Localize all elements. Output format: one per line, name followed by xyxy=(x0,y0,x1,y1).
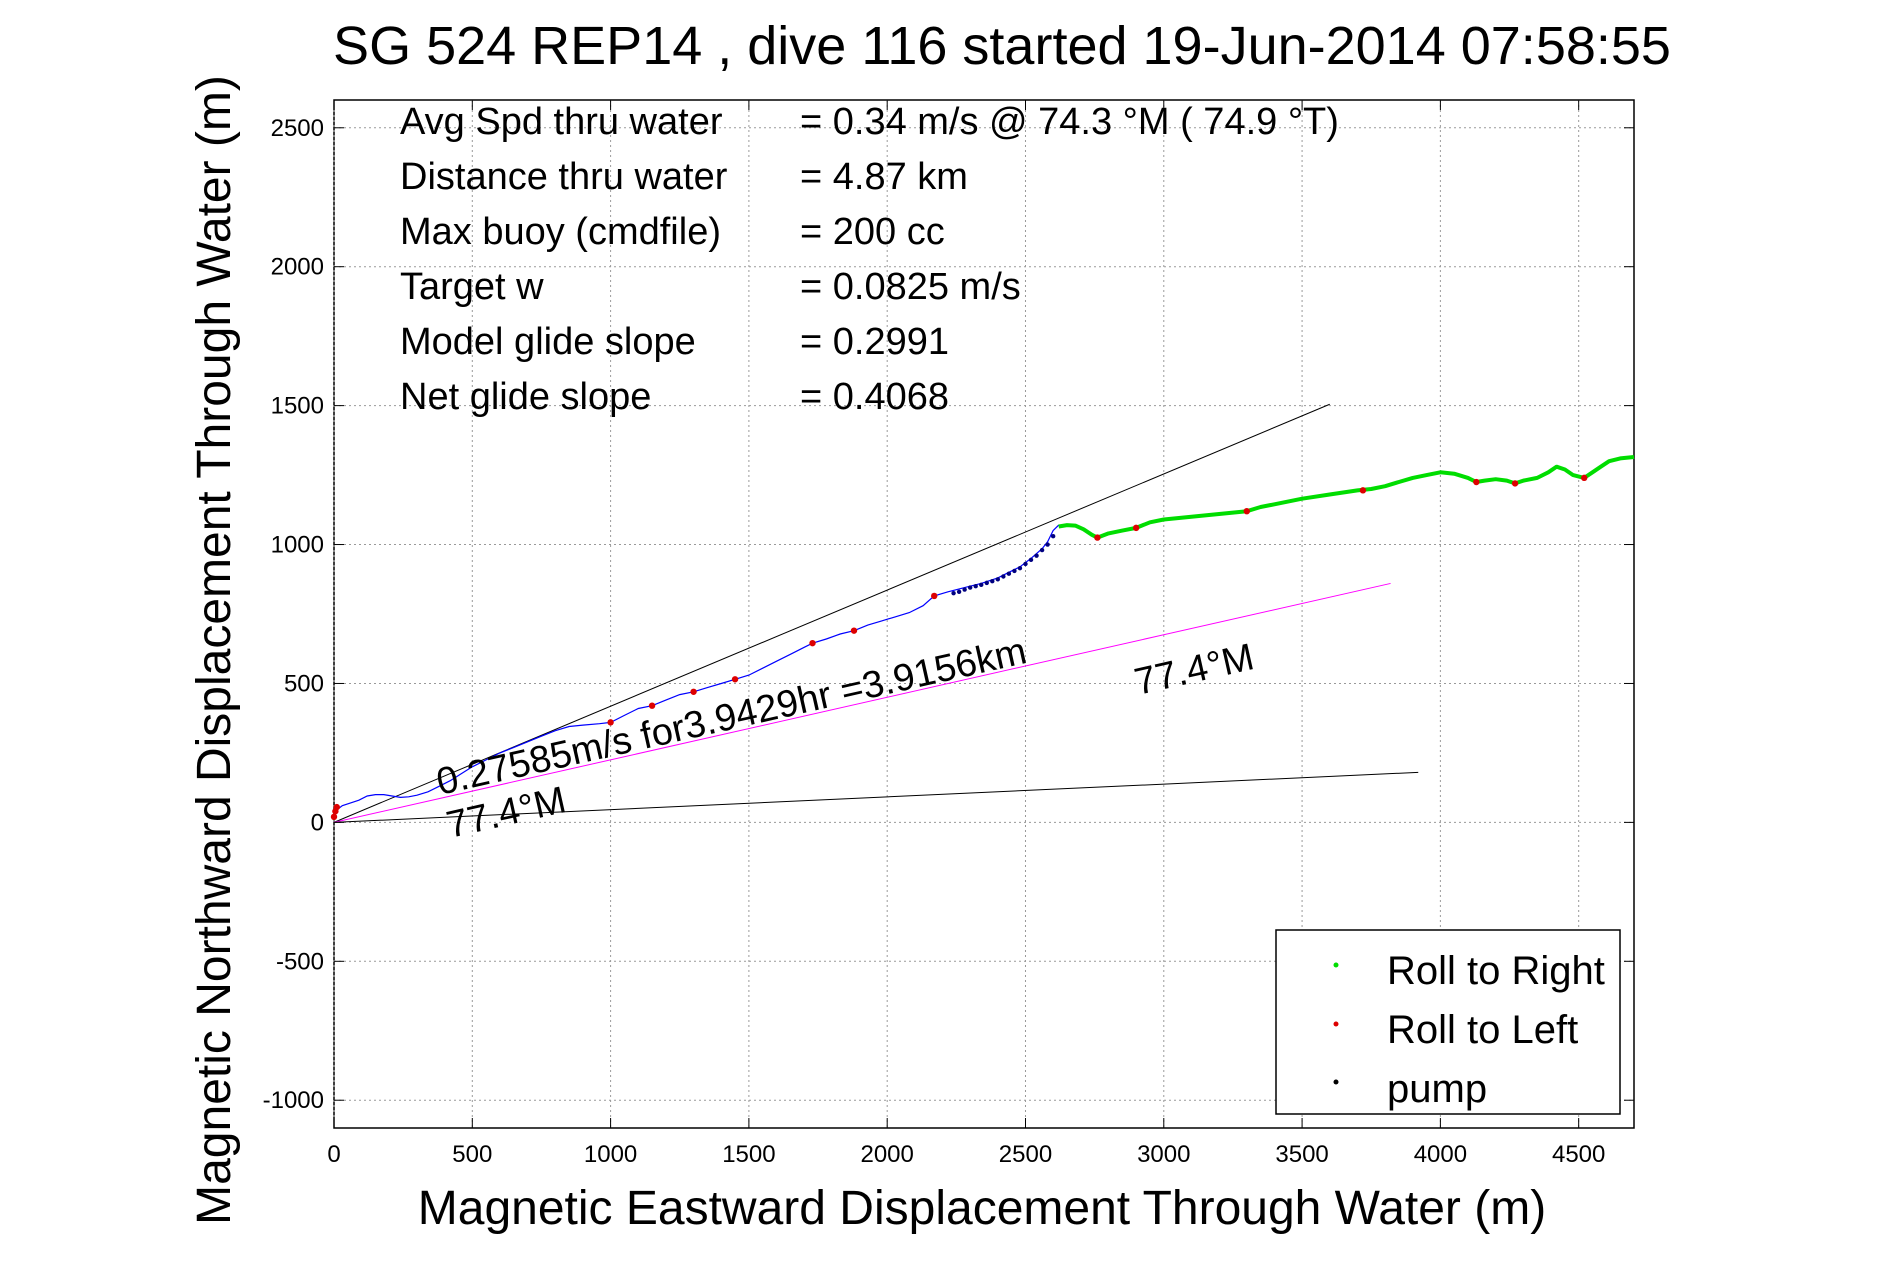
roll-left-point xyxy=(333,803,340,811)
y-tick-label: 2000 xyxy=(271,254,324,281)
pump-point xyxy=(1023,561,1028,567)
roll-left-point xyxy=(607,719,614,726)
y-tick-label: 0 xyxy=(311,809,324,836)
pump-point xyxy=(1006,571,1012,576)
stat-label: Target w xyxy=(400,266,544,308)
track xyxy=(333,455,1635,818)
roll-left-point xyxy=(1511,480,1519,487)
stat-label: Avg Spd thru water xyxy=(400,101,723,143)
reference-line xyxy=(333,582,1391,823)
roll-left-point xyxy=(1243,508,1250,515)
y-ticks: -1000 -500 0 500 1000 1500 2000 2500 xyxy=(263,115,1634,1114)
roll-left-point xyxy=(1473,478,1480,486)
pump-point xyxy=(967,585,973,590)
roll-left-point xyxy=(1132,524,1140,532)
x-tick-label: 0 xyxy=(327,1141,340,1168)
roll-left-point xyxy=(850,627,858,634)
pump-point xyxy=(956,589,962,594)
x-tick-label: 4500 xyxy=(1552,1141,1605,1168)
legend-roll-right-marker xyxy=(1333,962,1339,968)
chart-title: SG 524 REP14 , dive 116 started 19-Jun-2… xyxy=(333,16,1671,76)
legend-roll-left-label: Roll to Left xyxy=(1387,1008,1578,1052)
legend-pump-label: pump xyxy=(1387,1067,1487,1111)
x-ticks: 0 500 1000 1500 2000 2500 3000 3500 4000 4500 xyxy=(327,100,1605,1168)
x-tick-label: 2500 xyxy=(999,1141,1052,1168)
legend-box xyxy=(1275,929,1621,1115)
stat-value: = 200 cc xyxy=(800,211,945,253)
y-tick-label: -500 xyxy=(276,948,324,975)
y-tick-label: 500 xyxy=(284,670,324,697)
pump-point xyxy=(1050,534,1056,539)
stats-block: Avg Spd thru water = 0.34 m/s @ 74.3 °M (… xyxy=(400,101,1339,418)
pump-point xyxy=(984,580,989,586)
pump-point xyxy=(1034,553,1039,558)
legend: Roll to Right Roll to Left pump xyxy=(1275,929,1621,1115)
pump-point xyxy=(962,587,967,592)
pump-point xyxy=(995,577,1001,582)
stat-value: = 0.0825 m/s xyxy=(800,266,1021,308)
stat-label: Distance thru water xyxy=(400,156,728,198)
plot-area: 0 500 1000 1500 2000 2500 3000 3500 4000 4500 -10… xyxy=(263,99,1635,1168)
stat-value: = 0.34 m/s @ 74.3 °M ( 74.9 °T) xyxy=(800,101,1339,143)
x-tick-label: 3000 xyxy=(1137,1141,1190,1168)
y-tick-label: 2500 xyxy=(271,115,324,142)
roll-left-point xyxy=(648,702,656,709)
x-tick-label: 2000 xyxy=(860,1141,913,1168)
markers xyxy=(330,474,1588,821)
x-tick-label: 1000 xyxy=(584,1141,637,1168)
pump-point xyxy=(1028,557,1034,563)
pump-point xyxy=(1012,568,1017,574)
stat-label: Max buoy (cmdfile) xyxy=(400,211,721,253)
y-tick-label: 1000 xyxy=(271,532,324,559)
roll-left-point xyxy=(1359,487,1367,494)
legend-roll-right-label: Roll to Right xyxy=(1387,949,1605,993)
x-axis-label: Magnetic Eastward Displacement Through W… xyxy=(418,1182,1546,1235)
x-tick-label: 4000 xyxy=(1414,1141,1467,1168)
roll-left-point xyxy=(1581,474,1588,482)
stat-label: Model glide slope xyxy=(400,321,696,363)
y-tick-label: -1000 xyxy=(263,1087,324,1114)
roll-left-point xyxy=(731,676,739,683)
reference-line xyxy=(333,771,1419,823)
pump-point xyxy=(979,582,984,588)
roll-left-point xyxy=(809,639,816,647)
pump-point xyxy=(1045,542,1050,547)
roll-left-point xyxy=(931,592,938,600)
pump-point xyxy=(1017,565,1023,571)
x-tick-label: 1500 xyxy=(722,1141,775,1168)
stat-value: = 0.2991 xyxy=(800,321,949,363)
roll-left-point xyxy=(330,813,338,821)
legend-pump-marker xyxy=(1333,1079,1339,1085)
legend-roll-left-marker xyxy=(1333,1021,1339,1027)
x-tick-label: 3500 xyxy=(1275,1141,1328,1168)
pump-point xyxy=(990,579,995,584)
stat-label: Net glide slope xyxy=(400,376,651,418)
track-line xyxy=(333,524,1060,818)
pump-point xyxy=(1001,574,1006,579)
y-axis-label: Magnetic Northward Displacement Through … xyxy=(188,75,241,1225)
stat-value: = 4.87 km xyxy=(800,156,968,198)
roll-left-point xyxy=(1094,534,1101,541)
y-tick-label: 1500 xyxy=(271,393,324,420)
roll-right-track xyxy=(1058,455,1635,540)
pump-point xyxy=(973,584,978,589)
stat-value: = 0.4068 xyxy=(800,376,949,418)
x-tick-label: 500 xyxy=(452,1141,492,1168)
pump-point xyxy=(951,590,956,596)
roll-left-point xyxy=(690,688,697,695)
pump-point xyxy=(1039,547,1045,553)
